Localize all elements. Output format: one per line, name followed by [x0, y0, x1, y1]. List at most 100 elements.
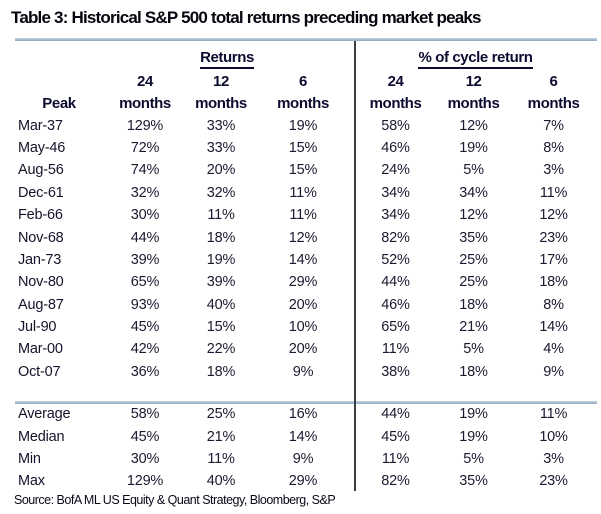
value-cell: 20%: [288, 341, 318, 358]
value-cell: 20%: [206, 162, 236, 179]
table-row: May-46 72% 33% 15% 46% 19% 8%: [15, 137, 597, 159]
table-row: Feb-66 30% 11% 11% 34% 12% 12%: [15, 205, 597, 227]
peak-column-header: Peak: [42, 95, 76, 113]
table-row: Oct-07 36% 18% 9% 38% 18% 9%: [15, 361, 597, 383]
value-cell: 10%: [288, 319, 318, 336]
value-cell: 9%: [292, 363, 314, 380]
value-cell: 22%: [206, 341, 236, 358]
value-cell: 35%: [459, 229, 488, 246]
table-row: Average 58% 25% 16% 44% 19% 11%: [15, 404, 597, 426]
returns-table: Returns % of cycle return 24 12 6 24 12 …: [15, 42, 597, 493]
value-cell: 82%: [381, 229, 410, 246]
summary-rule-divider: [15, 401, 597, 404]
value-cell: 23%: [539, 229, 568, 246]
row-label-cell: May-46: [18, 139, 66, 156]
value-cell: 18%: [459, 296, 488, 313]
value-cell: 19%: [206, 251, 236, 268]
value-cell: 11%: [381, 450, 410, 467]
value-cell: 34%: [381, 184, 410, 201]
row-label-cell: Mar-37: [18, 117, 63, 134]
months-label-3: months: [277, 95, 329, 113]
months-label-1: months: [119, 95, 171, 113]
value-cell: 45%: [130, 319, 160, 336]
value-cell: 33%: [206, 117, 236, 134]
value-cell: 11%: [207, 207, 235, 224]
value-cell: 39%: [130, 251, 160, 268]
row-label-cell: Aug-87: [18, 296, 64, 313]
top-rule-divider: [15, 38, 597, 41]
source-text: Source: BofA ML US Equity & Quant Strate…: [14, 493, 336, 507]
value-cell: 8%: [543, 296, 564, 313]
value-cell: 32%: [206, 184, 236, 201]
row-label-cell: Average: [18, 406, 71, 423]
col-header-cycle-24: 24: [387, 73, 404, 91]
value-cell: 11%: [539, 406, 568, 423]
value-cell: 129%: [126, 117, 164, 134]
row-label-cell: Nov-80: [18, 274, 64, 291]
value-cell: 20%: [288, 296, 318, 313]
value-cell: 11%: [207, 450, 235, 467]
value-cell: 15%: [288, 139, 318, 156]
value-cell: 9%: [543, 363, 564, 380]
value-cell: 36%: [130, 363, 160, 380]
table-row: Mar-00 42% 22% 20% 11% 5% 4%: [15, 339, 597, 361]
value-cell: 14%: [288, 428, 318, 445]
page-title: Table 3: Historical S&P 500 total return…: [11, 8, 482, 27]
value-cell: 30%: [130, 207, 160, 224]
table-row: Mar-37 129% 33% 19% 58% 12% 7%: [15, 115, 597, 137]
value-cell: 40%: [206, 473, 236, 490]
row-label-cell: Max: [18, 473, 45, 490]
value-cell: 10%: [539, 428, 568, 445]
row-label-cell: Mar-00: [18, 341, 63, 358]
period-number-row: 24 12 6 24 12 6: [15, 70, 597, 90]
value-cell: 19%: [459, 428, 488, 445]
value-cell: 19%: [459, 406, 488, 423]
value-cell: 21%: [459, 319, 488, 336]
value-cell: 18%: [459, 363, 488, 380]
value-cell: 42%: [130, 341, 160, 358]
value-cell: 3%: [543, 450, 564, 467]
row-label-cell: Jan-73: [18, 251, 62, 268]
value-cell: 19%: [459, 139, 488, 156]
table-row: Nov-68 44% 18% 12% 82% 35% 23%: [15, 227, 597, 249]
value-cell: 33%: [206, 139, 236, 156]
value-cell: 46%: [381, 139, 410, 156]
col-header-returns-24: 24: [137, 73, 153, 91]
col-header-returns-6: 6: [299, 73, 307, 91]
months-label-6: months: [527, 95, 580, 113]
value-cell: 14%: [539, 319, 568, 336]
value-cell: 25%: [459, 274, 488, 291]
value-cell: 44%: [130, 229, 160, 246]
value-cell: 58%: [130, 406, 160, 423]
value-cell: 24%: [381, 162, 410, 179]
table-row: Dec-61 32% 32% 11% 34% 34% 11%: [15, 182, 597, 204]
value-cell: 18%: [206, 229, 236, 246]
table-row: Min 30% 11% 9% 11% 5% 3%: [15, 448, 597, 470]
value-cell: 45%: [130, 428, 160, 445]
value-cell: 18%: [206, 363, 236, 380]
value-cell: 11%: [289, 184, 317, 201]
value-cell: 25%: [459, 251, 488, 268]
months-label-4: months: [369, 95, 422, 113]
value-cell: 23%: [539, 473, 568, 490]
row-label-cell: Jul-90: [18, 319, 57, 336]
value-cell: 9%: [292, 450, 314, 467]
value-cell: 45%: [381, 428, 410, 445]
value-cell: 21%: [206, 428, 236, 445]
value-cell: 93%: [130, 296, 160, 313]
months-label-5: months: [447, 95, 500, 113]
value-cell: 5%: [463, 450, 484, 467]
group-header-returns: Returns: [100, 42, 354, 70]
value-cell: 19%: [288, 117, 318, 134]
value-cell: 29%: [288, 274, 318, 291]
value-cell: 12%: [459, 117, 488, 134]
value-cell: 52%: [381, 251, 410, 268]
vertical-section-divider: [354, 41, 356, 491]
value-cell: 46%: [381, 296, 410, 313]
months-label-2: months: [195, 95, 247, 113]
value-cell: 12%: [459, 207, 488, 224]
value-cell: 39%: [206, 274, 236, 291]
value-cell: 34%: [459, 184, 488, 201]
value-cell: 11%: [381, 341, 410, 358]
